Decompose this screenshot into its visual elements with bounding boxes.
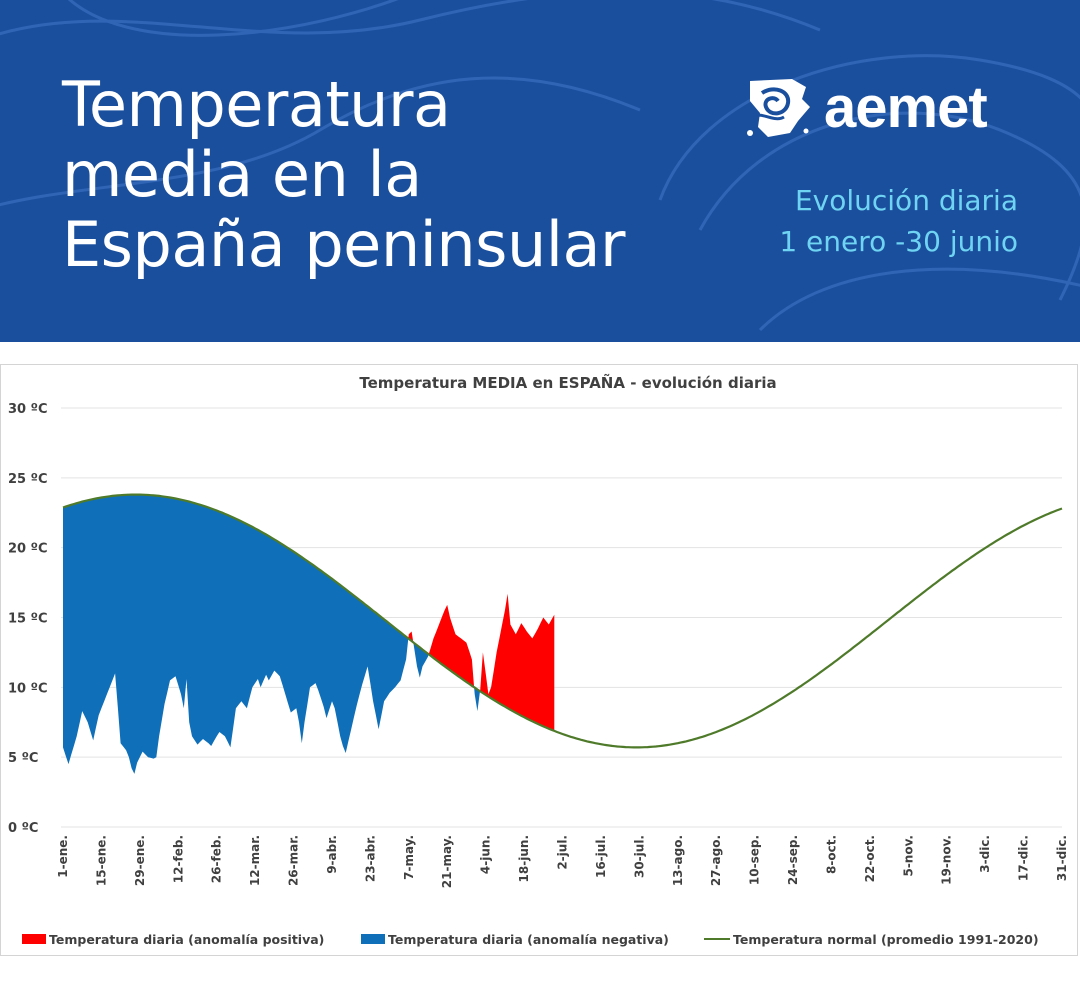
legend-label-negative: Temperatura diaria (anomalía negativa) xyxy=(388,932,669,947)
legend: Temperatura diaria (anomalía positiva) T… xyxy=(22,932,1039,947)
x-tick-label: 15-ene. xyxy=(94,835,108,886)
y-axis-ticks: 0 ºC 5 ºC 10 ºC 15 ºC 20 ºC 25 ºC 30 ºC xyxy=(8,402,48,836)
x-tick-label: 19-nov. xyxy=(940,835,954,885)
x-tick-label: 13-ago. xyxy=(671,835,685,886)
subtitle: Evolución diaria 1 enero -30 junio xyxy=(779,180,1018,262)
x-tick-label: 24-sep. xyxy=(786,835,800,885)
normal-temperature-line xyxy=(62,493,1063,749)
negative-anomaly-area xyxy=(63,494,409,774)
x-tick-label: 12-feb. xyxy=(171,835,185,883)
x-tick-label: 1-ene. xyxy=(56,835,70,878)
y-tick-label: 20 ºC xyxy=(8,542,48,557)
x-axis-ticks: 1-ene. 15-ene. 29-ene. 12-feb. 26-feb. 12-mar… xyxy=(56,835,1069,888)
temperature-chart: Temperatura MEDIA en ESPAÑA - evolución … xyxy=(8,373,1069,947)
x-tick-label: 26-feb. xyxy=(210,835,224,883)
anomaly-areas xyxy=(63,494,555,774)
chart-title: Temperatura MEDIA en ESPAÑA - evolución … xyxy=(359,373,776,392)
subtitle-line: Evolución diaria xyxy=(794,184,1018,217)
x-tick-label: 31-dic. xyxy=(1055,835,1069,881)
y-tick-label: 25 ºC xyxy=(8,472,48,487)
decorative-contour-lines xyxy=(0,0,1080,332)
x-tick-label: 12-mar. xyxy=(248,835,262,886)
header-banner: Temperatura media en la España peninsula… xyxy=(0,0,1080,342)
x-tick-label: 8-oct. xyxy=(824,835,838,874)
normal-line-layer xyxy=(62,493,1063,749)
legend-swatch-positive xyxy=(22,934,46,944)
x-tick-label: 5-nov. xyxy=(901,835,915,877)
x-tick-label: 10-sep. xyxy=(748,835,762,885)
subtitle-line: 1 enero -30 junio xyxy=(779,225,1018,258)
x-tick-label: 29-ene. xyxy=(133,835,147,886)
title-line: España peninsular xyxy=(62,208,625,281)
negative-anomaly-area xyxy=(474,687,480,712)
x-tick-label: 18-jun. xyxy=(517,835,531,882)
y-tick-label: 5 ºC xyxy=(8,751,38,766)
x-tick-label: 17-dic. xyxy=(1017,835,1031,881)
x-tick-label: 7-may. xyxy=(402,835,416,880)
aemet-map-icon xyxy=(747,79,810,137)
x-tick-label: 2-jul. xyxy=(556,835,570,870)
y-tick-label: 0 ºC xyxy=(8,821,38,836)
x-tick-label: 26-mar. xyxy=(287,835,301,886)
aemet-logo: aemet xyxy=(744,75,988,140)
positive-anomaly-area xyxy=(480,593,555,731)
x-tick-label: 23-abr. xyxy=(363,835,377,882)
positive-anomaly-area xyxy=(408,631,414,643)
y-tick-label: 30 ºC xyxy=(8,402,48,417)
x-tick-label: 22-oct. xyxy=(863,835,877,882)
x-tick-label: 4-jun. xyxy=(479,835,493,874)
positive-anomaly-area xyxy=(428,604,475,688)
x-tick-label: 30-jul. xyxy=(632,835,646,878)
x-tick-label: 27-ago. xyxy=(709,835,723,886)
negative-anomaly-area xyxy=(413,642,429,678)
legend-label-normal: Temperatura normal (promedio 1991-2020) xyxy=(733,932,1039,947)
x-tick-label: 16-jul. xyxy=(594,835,608,878)
title-line: Temperatura xyxy=(62,68,451,141)
x-tick-label: 3-dic. xyxy=(978,835,992,873)
title-line: media en la xyxy=(62,138,422,211)
legend-swatch-negative xyxy=(361,934,385,944)
y-tick-label: 15 ºC xyxy=(8,612,48,627)
legend-label-positive: Temperatura diaria (anomalía positiva) xyxy=(49,932,324,947)
logo-text: aemet xyxy=(824,75,988,140)
page-title: Temperatura media en la España peninsula… xyxy=(62,70,625,280)
x-tick-label: 9-abr. xyxy=(325,835,339,874)
x-tick-label: 21-may. xyxy=(440,835,454,888)
y-tick-label: 10 ºC xyxy=(8,681,48,696)
